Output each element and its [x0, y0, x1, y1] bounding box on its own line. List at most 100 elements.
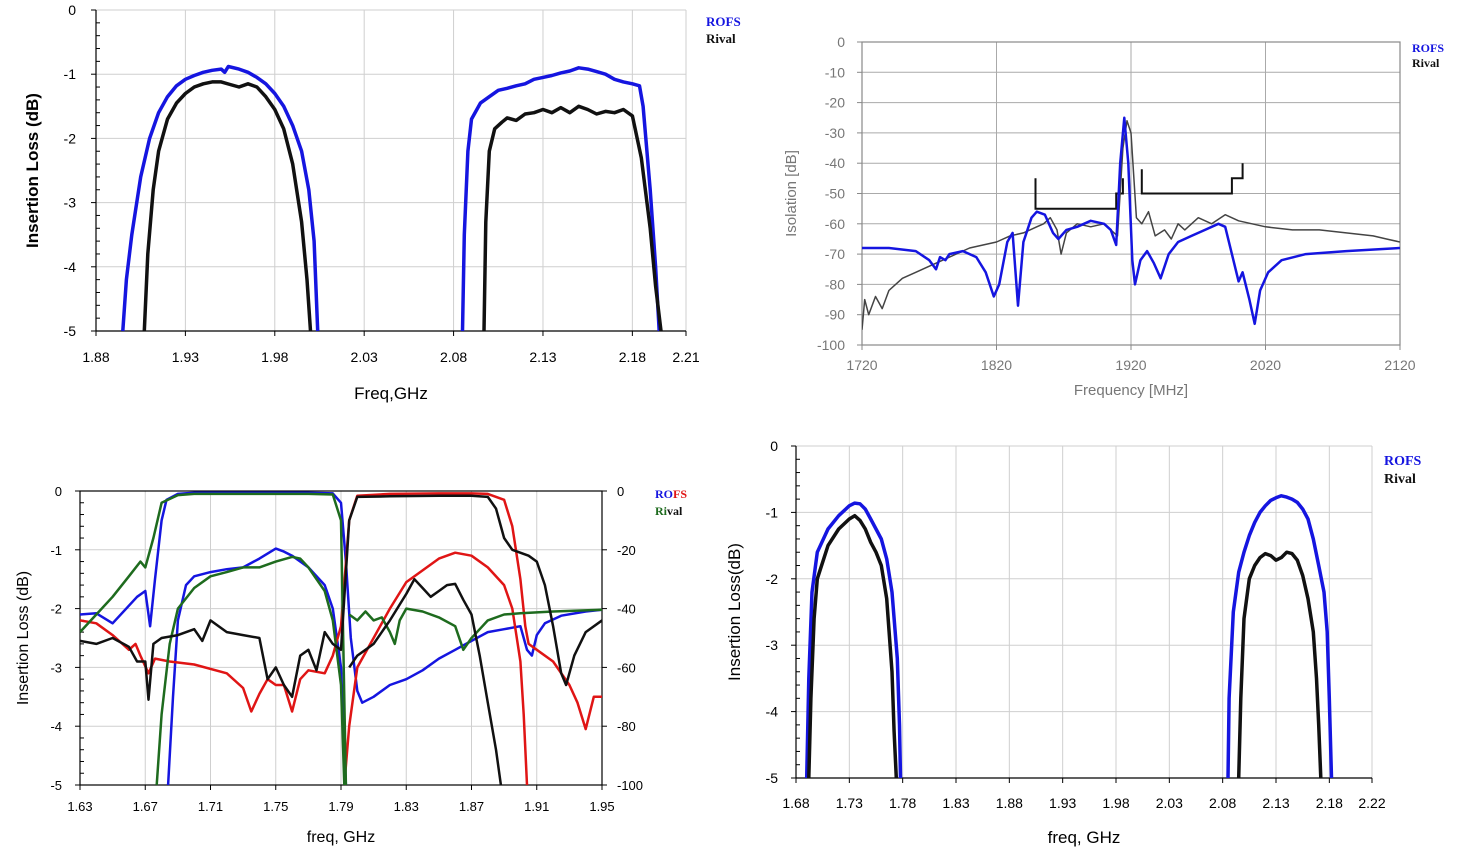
- y-tick-label: -3: [64, 195, 77, 211]
- y-tick-label: -40: [825, 155, 845, 171]
- series-line-rival: [155, 555, 346, 786]
- y-axis-label: Insertion Loss(dB): [725, 543, 744, 681]
- x-tick-label: 1.95: [589, 799, 614, 814]
- x-tick-label: 2.03: [1156, 795, 1183, 811]
- x-tick-label: 2.03: [351, 349, 378, 365]
- x-tick-label: 1820: [981, 357, 1012, 373]
- legend-entry: Rival: [706, 31, 736, 46]
- x-tick-label: 2120: [1384, 357, 1415, 373]
- x-tick-label: 1.71: [198, 799, 223, 814]
- legend-entry: ROFS: [655, 487, 687, 501]
- x-tick-label: 2.18: [619, 349, 646, 365]
- series-line-rofs: [121, 64, 320, 332]
- y-tick-label: -1: [766, 504, 779, 520]
- y2-tick-label: -60: [617, 660, 636, 675]
- legend-entry: ROFS: [1412, 41, 1444, 55]
- spec-mask-line: [1034, 178, 1124, 210]
- series-line-rival: [80, 492, 348, 786]
- x-tick-label: 1.75: [263, 799, 288, 814]
- x-tick-label: 1.63: [67, 799, 92, 814]
- y-axis-label: Insertion Loss (dB): [15, 571, 32, 705]
- series-line-rofs: [1226, 494, 1334, 779]
- y-tick-label: -30: [825, 125, 845, 141]
- y-tick-label: -1: [50, 543, 62, 558]
- x-tick-label: 1.67: [133, 799, 158, 814]
- x-tick-label: 1.78: [889, 795, 916, 811]
- chart-tl: 1.88 1.93 1.98 2.03 2.08 2.13 2.18 2.21 0 -1 -2 -3 -…: [23, 2, 741, 403]
- y2-tick-label: -80: [617, 719, 636, 734]
- y-tick-label: -80: [825, 276, 845, 292]
- x-tick-label: 1.83: [942, 795, 969, 811]
- y-axis-label: Isolation [dB]: [783, 150, 800, 237]
- y-tick-label: -2: [766, 571, 779, 587]
- y-tick-label: -1: [64, 66, 77, 82]
- x-tick-label: 1.68: [782, 795, 809, 811]
- x-tick-label: 1.93: [1049, 795, 1076, 811]
- y-tick-label: -4: [64, 259, 77, 275]
- y2-tick-label: -40: [617, 602, 636, 617]
- y-tick-label: 0: [68, 2, 76, 18]
- series-line-rival: [1236, 550, 1323, 779]
- x-tick-label: 1.73: [836, 795, 863, 811]
- x-axis-label: Frequency [MHz]: [1074, 382, 1188, 399]
- series-line-rival: [807, 513, 899, 779]
- series-line-rofs: [804, 501, 903, 779]
- series-line-rofs: [166, 547, 348, 786]
- y-tick-label: -5: [50, 778, 62, 793]
- legend-entry: Rival: [655, 504, 683, 518]
- y2-tick-label: -20: [617, 543, 636, 558]
- y-tick-label: 0: [770, 438, 778, 454]
- x-tick-label: 2.18: [1316, 795, 1343, 811]
- y-tick-label: -3: [50, 660, 62, 675]
- x-tick-label: 1.88: [996, 795, 1023, 811]
- y-tick-label: -5: [766, 770, 779, 786]
- chart-bl: 1.63 1.67 1.71 1.75 1.79 1.83 1.87 1.91 1.95 0 -1 -…: [15, 484, 687, 846]
- x-tick-label: 1.79: [328, 799, 353, 814]
- x-tick-label: 2.13: [529, 349, 556, 365]
- x-tick-label: 2.22: [1358, 795, 1385, 811]
- x-tick-label: 2.21: [672, 349, 699, 365]
- x-tick-label: 1.83: [394, 799, 419, 814]
- x-tick-label: 2020: [1250, 357, 1281, 373]
- series-line-rofs: [460, 66, 661, 332]
- series-line-rofs: [343, 551, 529, 786]
- x-tick-label: 1.87: [459, 799, 484, 814]
- series-line-rival: [348, 577, 503, 786]
- x-tick-label: 1920: [1115, 357, 1146, 373]
- y-tick-label: -60: [825, 216, 845, 232]
- x-tick-label: 2.13: [1262, 795, 1289, 811]
- series-line-rofs: [862, 116, 1400, 326]
- y-tick-label: -2: [64, 130, 77, 146]
- y-tick-label: -5: [64, 323, 77, 339]
- y2-tick-label: 0: [617, 484, 624, 499]
- y-tick-label: -4: [50, 719, 62, 734]
- y-axis-label: Insertion Loss (dB): [23, 93, 42, 248]
- x-tick-label: 1720: [846, 357, 877, 373]
- x-tick-label: 2.08: [1209, 795, 1236, 811]
- y-tick-label: -70: [825, 246, 845, 262]
- y-tick-label: -10: [825, 64, 845, 80]
- x-tick-label: 1.98: [261, 349, 288, 365]
- y-tick-label: -2: [50, 602, 62, 617]
- legend-entry: ROFS: [706, 14, 741, 29]
- x-axis-label: freq, GHz: [307, 829, 375, 846]
- y-tick-label: 0: [55, 484, 62, 499]
- series-line-rival: [80, 494, 602, 701]
- y-tick-label: -50: [825, 186, 845, 202]
- legend-entry: Rival: [1384, 472, 1416, 487]
- x-tick-label: 1.98: [1102, 795, 1129, 811]
- spec-mask-line: [1140, 163, 1244, 195]
- chart-tr: 1720 1820 1920 2020 2120 0 -10 -20 -30 -40 -50 -60 -…: [783, 34, 1444, 399]
- series-line-rival: [482, 104, 663, 332]
- chart-br: 1.68 1.73 1.78 1.83 1.88 1.93 1.98 2.03 2.08 2.13…: [725, 438, 1422, 847]
- x-tick-label: 1.93: [172, 349, 199, 365]
- y-tick-label: -100: [817, 337, 845, 353]
- y-tick-label: -4: [766, 704, 779, 720]
- y-tick-label: -20: [825, 95, 845, 111]
- legend-entry: ROFS: [1384, 454, 1422, 469]
- y2-tick-label: -100: [617, 778, 643, 793]
- y-tick-label: 0: [837, 34, 845, 50]
- x-axis-label: Freq,GHz: [354, 384, 428, 403]
- series-line-rofs: [80, 491, 602, 704]
- x-tick-label: 1.88: [82, 349, 109, 365]
